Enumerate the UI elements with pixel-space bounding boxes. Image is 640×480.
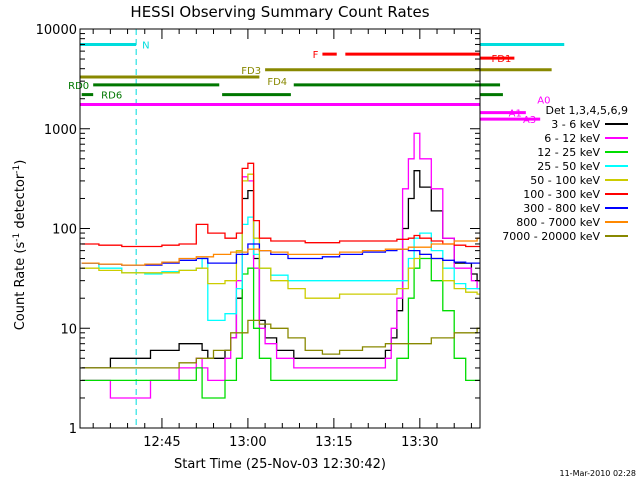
y-axis-label-end: ) bbox=[13, 160, 28, 165]
flag-label-1: F bbox=[313, 50, 319, 61]
flag-label-9: A3 bbox=[523, 115, 536, 126]
chart-title: HESSI Observing Summary Count Rates bbox=[130, 3, 429, 21]
legend-title: Det 1,3,4,5,6,9 bbox=[545, 104, 628, 117]
legend-entry-7: 800 - 7000 keV bbox=[516, 216, 600, 229]
series-line-5 bbox=[81, 162, 480, 248]
flag-label-8: A1 bbox=[509, 109, 522, 120]
y-axis-label: Count Rate (s-1 detector-1) bbox=[12, 160, 28, 331]
legend-entry-6: 300 - 800 keV bbox=[523, 202, 600, 215]
x-tick-label-3: 13:30 bbox=[401, 435, 438, 450]
legend-entry-8: 7000 - 20000 keV bbox=[502, 230, 600, 243]
legend-entry-3: 25 - 50 keV bbox=[537, 160, 600, 173]
legend-entry-5: 100 - 300 keV bbox=[523, 188, 600, 201]
series-line-8 bbox=[81, 319, 480, 369]
y-axis-label-tail: detector bbox=[13, 173, 28, 233]
x-tick-label-0: 12:45 bbox=[143, 435, 180, 450]
legend-entry-0: 3 - 6 keV bbox=[551, 118, 600, 131]
x-tick-label-1: 13:00 bbox=[229, 435, 266, 450]
series-line-3 bbox=[81, 216, 480, 322]
x-tick-label-2: 13:15 bbox=[315, 435, 352, 450]
flag-label-4: FD4 bbox=[267, 77, 287, 88]
plot-area bbox=[81, 29, 480, 428]
flag-label-0: N bbox=[142, 40, 149, 51]
legend-entry-1: 6 - 12 keV bbox=[544, 132, 600, 145]
y-tick-label-1: 10 bbox=[60, 322, 77, 337]
flag-label-2: FD1 bbox=[492, 54, 512, 65]
series-line-6 bbox=[81, 243, 480, 266]
y-tick-label-2: 100 bbox=[52, 223, 77, 238]
series-line-2 bbox=[81, 257, 480, 399]
plot-inner bbox=[81, 29, 480, 428]
y-tick-label-4: 10000 bbox=[36, 23, 77, 38]
flag-label-5: RD0 bbox=[68, 81, 89, 92]
y-tick-label-3: 1000 bbox=[44, 123, 77, 138]
y-axis-label-main: Count Rate (s bbox=[13, 242, 28, 331]
axes: 1 10 100 1000 10000 12:45 13:00 13:15 13:30 bbox=[36, 23, 481, 450]
series-line-4 bbox=[81, 173, 480, 299]
flag-label-3: FD3 bbox=[241, 66, 261, 77]
y-axis-label-sup2: -1 bbox=[12, 165, 22, 174]
footer-timestamp: 11-Mar-2010 02:28 bbox=[560, 469, 637, 478]
legend-entry-2: 12 - 25 keV bbox=[537, 146, 600, 159]
y-axis-label-sup: -1 bbox=[12, 233, 22, 242]
flag-label-7: A0 bbox=[537, 96, 550, 107]
flag-label-6: RD6 bbox=[101, 91, 122, 102]
series-line-7 bbox=[81, 237, 480, 266]
x-axis-label: Start Time (25-Nov-03 12:30:42) bbox=[174, 457, 386, 472]
y-tick-label-0: 1 bbox=[69, 422, 77, 437]
legend-entry-4: 50 - 100 keV bbox=[530, 174, 600, 187]
